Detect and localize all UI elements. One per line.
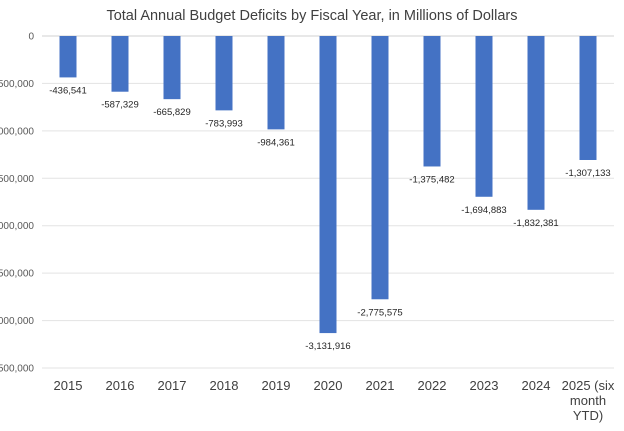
- y-tick-label: -3,000,000: [0, 316, 34, 327]
- y-tick-label: -3,500,000: [0, 364, 34, 375]
- data-label: -783,993: [205, 118, 243, 129]
- x-axis-ticks: 2015 2016 2017 2018 2019 2020 2021 2022 2023 2024…: [54, 378, 615, 423]
- data-label: -665,829: [153, 107, 191, 118]
- x-tick-label: 2020: [314, 378, 343, 393]
- y-tick-label: -2,500,000: [0, 269, 34, 280]
- data-label: -1,694,883: [461, 205, 506, 216]
- y-tick-label: -1,000,000: [0, 126, 34, 137]
- bar: [215, 36, 233, 111]
- y-tick-label: -500,000: [0, 79, 34, 90]
- data-labels: -436,541 -587,329 -665,829 -783,993 -984,361…: [49, 85, 610, 352]
- y-axis-ticks: 0 -500,000 -1,000,000 -1,500,000 -2,000,000 -…: [0, 32, 34, 375]
- bar: [111, 36, 129, 92]
- bar: [475, 36, 493, 197]
- data-label: -3,131,916: [305, 341, 350, 352]
- data-label: -436,541: [49, 85, 87, 96]
- data-label: -1,307,133: [565, 168, 610, 179]
- x-tick-label: 2025 (six month YTD): [562, 378, 615, 423]
- x-tick-label: 2019: [262, 378, 291, 393]
- data-label: -1,832,381: [513, 218, 558, 229]
- x-tick-label: 2018: [210, 378, 239, 393]
- y-tick-label: 0: [28, 32, 34, 43]
- bar: [163, 36, 181, 100]
- x-tick-label: 2016: [106, 378, 135, 393]
- data-label: -2,775,575: [357, 307, 402, 318]
- bar: [319, 36, 337, 334]
- bar: [423, 36, 441, 167]
- bar: [527, 36, 545, 210]
- x-tick-label: 2017: [158, 378, 187, 393]
- data-label: -1,375,482: [409, 174, 454, 185]
- x-tick-label: 2024: [522, 378, 551, 393]
- bar: [267, 36, 285, 130]
- x-tick-label: 2015: [54, 378, 83, 393]
- x-tick-label: 2022: [418, 378, 447, 393]
- y-tick-label: -2,000,000: [0, 221, 34, 232]
- bar: [371, 36, 389, 300]
- bar: [579, 36, 597, 160]
- bar: [59, 36, 77, 78]
- bars: [59, 36, 597, 334]
- x-tick-label: 2023: [470, 378, 499, 393]
- y-tick-label: -1,500,000: [0, 174, 34, 185]
- chart-title: Total Annual Budget Deficits by Fiscal Y…: [106, 8, 517, 24]
- data-label: -587,329: [101, 100, 139, 111]
- data-label: -984,361: [257, 137, 295, 148]
- x-tick-label: 2021: [366, 378, 395, 393]
